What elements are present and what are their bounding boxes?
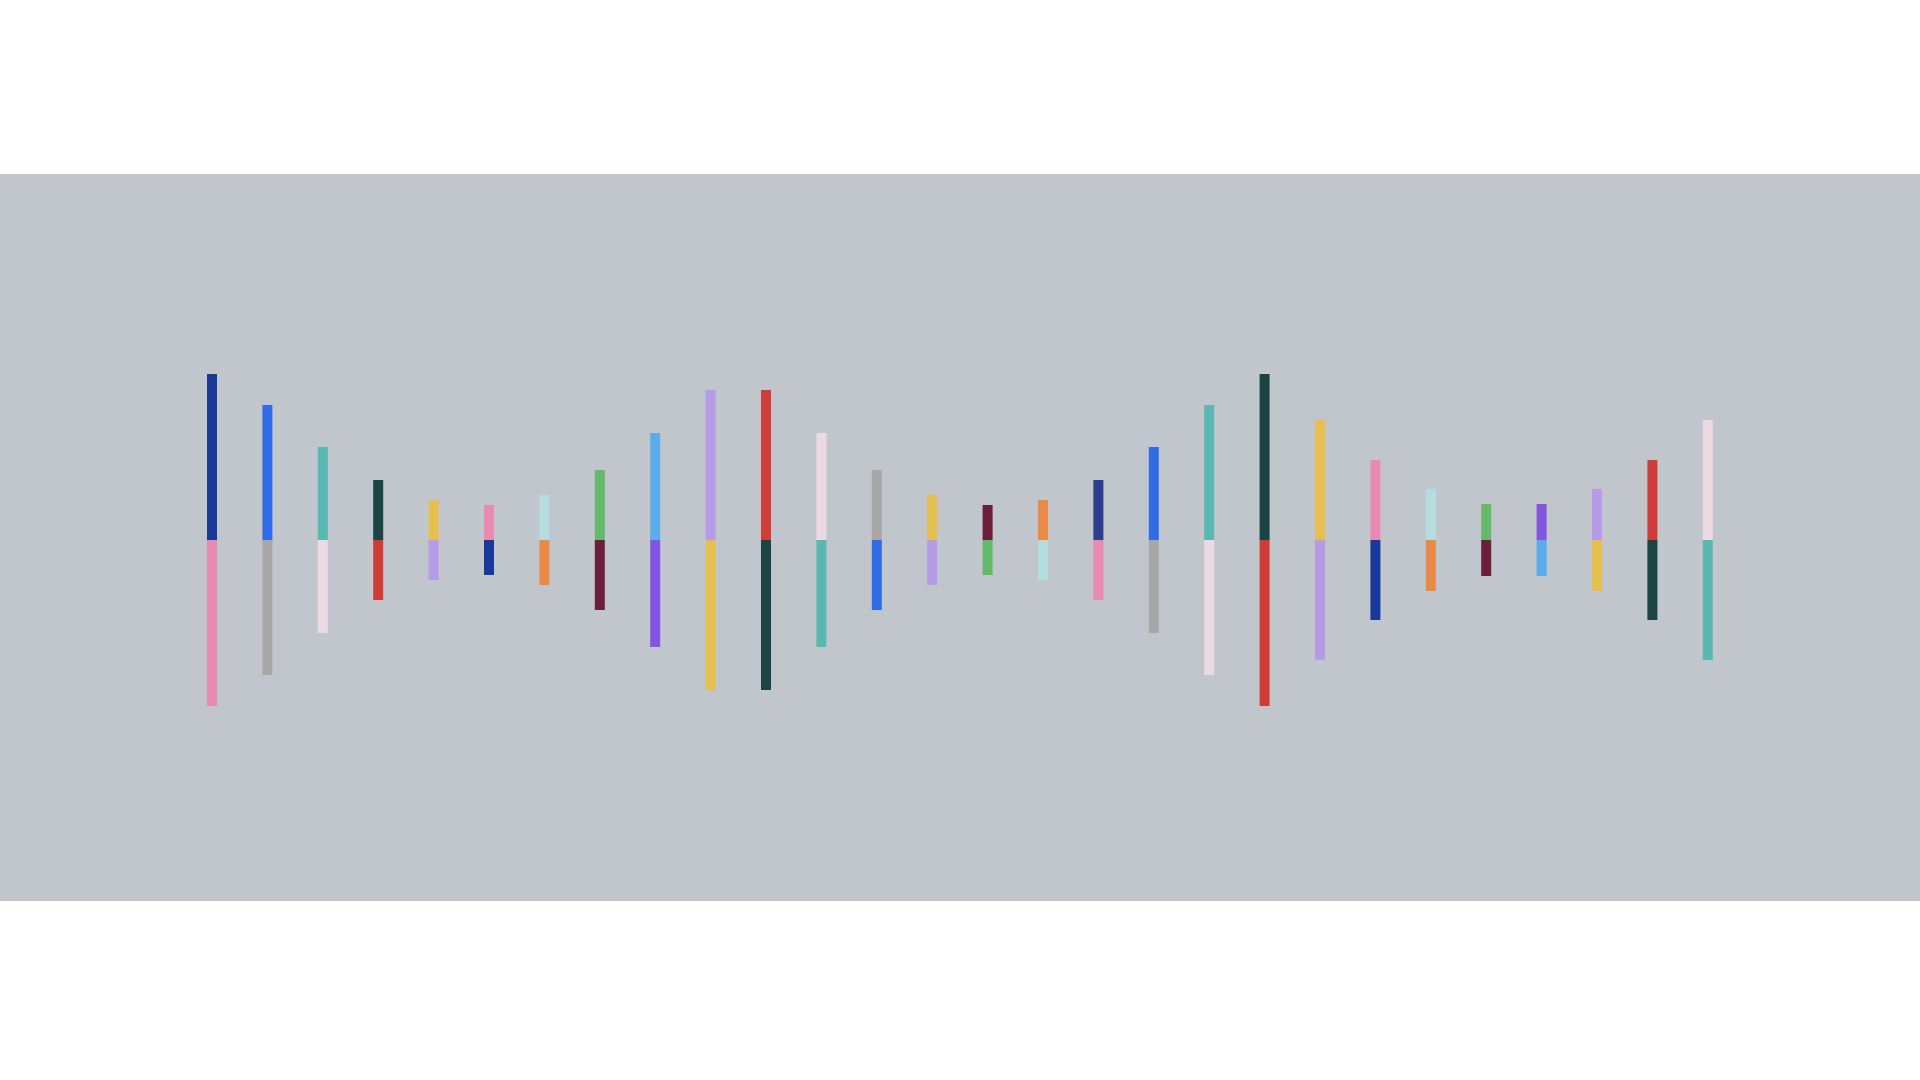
bar-18 [1148, 447, 1159, 633]
bar-13 [871, 470, 882, 610]
bar-4-top-segment [373, 480, 384, 540]
bar-14-top-segment [927, 495, 938, 540]
bar-2-top-segment [262, 405, 273, 540]
bar-24-top-segment [1481, 504, 1492, 540]
bar-4-bottom-segment [373, 540, 384, 600]
bar-16-bottom-segment [1038, 540, 1048, 580]
bar-9-bottom-segment [650, 540, 661, 647]
bar-17 [1093, 480, 1104, 600]
bar-22-bottom-segment [1370, 540, 1381, 620]
bar-18-top-segment [1148, 447, 1159, 540]
bar-19 [1204, 405, 1215, 675]
bar-25 [1536, 504, 1547, 576]
bar-6-bottom-segment [484, 540, 494, 575]
bar-1-bottom-segment [207, 540, 217, 706]
bar-23-top-segment [1425, 489, 1436, 540]
bar-23-bottom-segment [1425, 540, 1436, 591]
bar-3-bottom-segment [317, 540, 328, 633]
bar-15 [982, 505, 993, 575]
bar-27 [1647, 460, 1658, 620]
bar-23 [1425, 489, 1436, 591]
bar-18-bottom-segment [1148, 540, 1159, 633]
bar-28-bottom-segment [1702, 540, 1713, 660]
bar-20 [1259, 374, 1270, 706]
bar-7-bottom-segment [539, 540, 550, 585]
bar-9-top-segment [650, 433, 661, 540]
bar-21-top-segment [1315, 420, 1325, 540]
bar-25-bottom-segment [1536, 540, 1547, 576]
bar-3-top-segment [317, 447, 328, 540]
bar-6-top-segment [484, 505, 494, 540]
bar-13-top-segment [871, 470, 882, 540]
bar-6 [484, 505, 494, 575]
bar-11 [761, 390, 771, 690]
bar-28 [1702, 420, 1713, 660]
bar-14 [927, 495, 938, 585]
bar-26 [1592, 489, 1602, 591]
bar-8-bottom-segment [594, 540, 605, 610]
bar-11-top-segment [761, 390, 771, 540]
bar-22-top-segment [1370, 460, 1381, 540]
bar-10-top-segment [705, 390, 716, 540]
bar-15-top-segment [982, 505, 993, 540]
bar-16-top-segment [1038, 500, 1048, 540]
bar-26-bottom-segment [1592, 540, 1602, 591]
bar-10-bottom-segment [705, 540, 716, 690]
bar-1 [207, 374, 217, 706]
bar-7 [539, 495, 550, 585]
bar-15-bottom-segment [982, 540, 993, 575]
bar-2-bottom-segment [262, 540, 273, 675]
bar-8-top-segment [594, 470, 605, 540]
bar-19-top-segment [1204, 405, 1215, 540]
bar-8 [594, 470, 605, 610]
bar-11-bottom-segment [761, 540, 771, 690]
bar-22 [1370, 460, 1381, 620]
bar-12-top-segment [816, 433, 827, 540]
bar-10 [705, 390, 716, 690]
bar-2 [262, 405, 273, 675]
bar-20-bottom-segment [1259, 540, 1270, 706]
bar-21 [1315, 420, 1325, 660]
bar-4 [373, 480, 384, 600]
bar-16 [1038, 500, 1048, 580]
bar-3 [317, 447, 328, 633]
bar-5 [428, 500, 439, 580]
bar-5-top-segment [428, 500, 439, 540]
bar-28-top-segment [1702, 420, 1713, 540]
bar-24 [1481, 504, 1492, 576]
bar-26-top-segment [1592, 489, 1602, 540]
bar-19-bottom-segment [1204, 540, 1215, 675]
bar-13-bottom-segment [871, 540, 882, 610]
bar-12-bottom-segment [816, 540, 827, 647]
bar-17-bottom-segment [1093, 540, 1104, 600]
bar-25-top-segment [1536, 504, 1547, 540]
bar-24-bottom-segment [1481, 540, 1492, 576]
bar-21-bottom-segment [1315, 540, 1325, 660]
bar-27-bottom-segment [1647, 540, 1658, 620]
bar-1-top-segment [207, 374, 217, 540]
bar-12 [816, 433, 827, 647]
bar-7-top-segment [539, 495, 550, 540]
bar-17-top-segment [1093, 480, 1104, 540]
bar-20-top-segment [1259, 374, 1270, 540]
bar-9 [650, 433, 661, 647]
bar-5-bottom-segment [428, 540, 439, 580]
bar-14-bottom-segment [927, 540, 938, 585]
bar-27-top-segment [1647, 460, 1658, 540]
